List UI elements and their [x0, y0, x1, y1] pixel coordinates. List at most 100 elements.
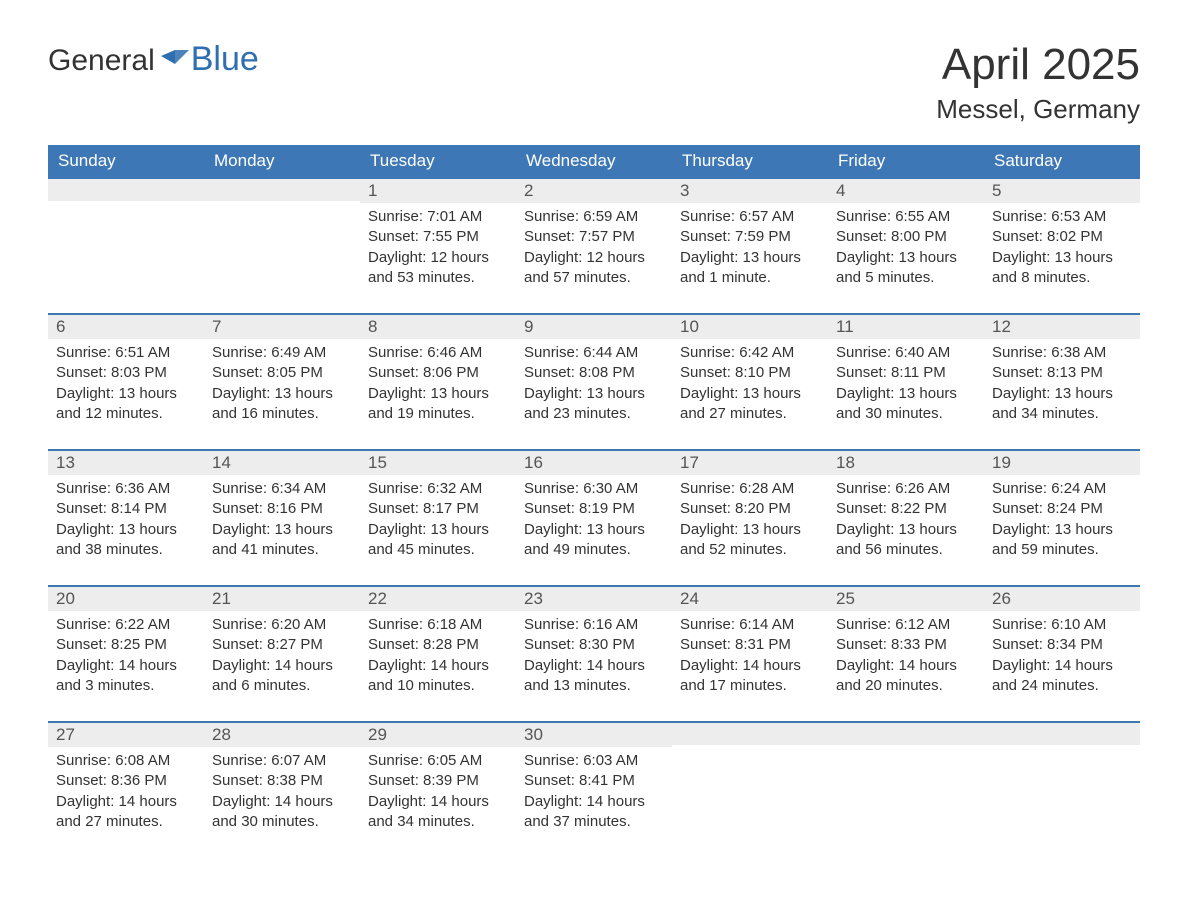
sunset: Sunset: 8:13 PM — [992, 363, 1132, 383]
day-details: Sunrise: 6:20 AMSunset: 8:27 PMDaylight:… — [204, 611, 360, 721]
sunset-value: 8:33 PM — [891, 636, 947, 653]
sunset: Sunset: 8:22 PM — [836, 499, 976, 519]
weekday-header: Thursday — [672, 145, 828, 178]
calendar-day-cell: 19Sunrise: 6:24 AMSunset: 8:24 PMDayligh… — [984, 450, 1140, 586]
day-details: Sunrise: 6:14 AMSunset: 8:31 PMDaylight:… — [672, 611, 828, 721]
weekday-header: Wednesday — [516, 145, 672, 178]
sunrise-value: 6:14 AM — [739, 616, 794, 633]
sunrise: Sunrise: 6:10 AM — [992, 615, 1132, 635]
daylight-label: Daylight: — [56, 521, 114, 538]
sunrise-value: 6:34 AM — [271, 480, 326, 497]
sunset: Sunset: 8:41 PM — [524, 771, 664, 791]
sunset-value: 8:08 PM — [579, 364, 635, 381]
day-details: Sunrise: 6:05 AMSunset: 8:39 PMDaylight:… — [360, 747, 516, 857]
sunset-value: 7:55 PM — [423, 228, 479, 245]
sunrise: Sunrise: 6:59 AM — [524, 207, 664, 227]
calendar-table: SundayMondayTuesdayWednesdayThursdayFrid… — [48, 145, 1140, 857]
day-details: Sunrise: 6:51 AMSunset: 8:03 PMDaylight:… — [48, 339, 204, 449]
sunrise: Sunrise: 6:24 AM — [992, 479, 1132, 499]
calendar-header-row: SundayMondayTuesdayWednesdayThursdayFrid… — [48, 145, 1140, 178]
day-number: 20 — [48, 587, 204, 611]
day-number: 6 — [48, 315, 204, 339]
daylight-label: Daylight: — [836, 521, 894, 538]
day-number: 10 — [672, 315, 828, 339]
daylight-label: Daylight: — [836, 249, 894, 266]
sunrise: Sunrise: 6:38 AM — [992, 343, 1132, 363]
daylight-label: Daylight: — [524, 521, 582, 538]
daylight: Daylight: 14 hours and 6 minutes. — [212, 656, 352, 697]
weekday-header: Tuesday — [360, 145, 516, 178]
sunset: Sunset: 8:03 PM — [56, 363, 196, 383]
daylight-label: Daylight: — [836, 657, 894, 674]
day-details: Sunrise: 6:28 AMSunset: 8:20 PMDaylight:… — [672, 475, 828, 585]
daylight-label: Daylight: — [524, 249, 582, 266]
day-details: Sunrise: 6:08 AMSunset: 8:36 PMDaylight:… — [48, 747, 204, 857]
day-number: 28 — [204, 723, 360, 747]
sunset-value: 8:30 PM — [579, 636, 635, 653]
sunset-value: 8:25 PM — [111, 636, 167, 653]
sunrise: Sunrise: 6:12 AM — [836, 615, 976, 635]
sunset-label: Sunset: — [56, 636, 107, 653]
sunset-label: Sunset: — [992, 500, 1043, 517]
header: General Blue April 2025 Messel, Germany — [48, 40, 1140, 135]
day-details: Sunrise: 6:36 AMSunset: 8:14 PMDaylight:… — [48, 475, 204, 585]
daylight-label: Daylight: — [368, 793, 426, 810]
sunrise: Sunrise: 6:05 AM — [368, 751, 508, 771]
day-number: 26 — [984, 587, 1140, 611]
sunrise: Sunrise: 6:28 AM — [680, 479, 820, 499]
calendar-day-cell: 22Sunrise: 6:18 AMSunset: 8:28 PMDayligh… — [360, 586, 516, 722]
sunset: Sunset: 8:27 PM — [212, 635, 352, 655]
sunset-label: Sunset: — [836, 636, 887, 653]
sunset-label: Sunset: — [212, 364, 263, 381]
sunset-label: Sunset: — [368, 772, 419, 789]
sunset: Sunset: 8:00 PM — [836, 227, 976, 247]
sunrise-label: Sunrise: — [524, 480, 579, 497]
calendar-week-row: 27Sunrise: 6:08 AMSunset: 8:36 PMDayligh… — [48, 722, 1140, 857]
sunset-value: 8:31 PM — [735, 636, 791, 653]
day-number: 25 — [828, 587, 984, 611]
day-number: 11 — [828, 315, 984, 339]
daylight-label: Daylight: — [212, 521, 270, 538]
sunrise-label: Sunrise: — [368, 208, 423, 225]
daylight-label: Daylight: — [992, 249, 1050, 266]
sunset-label: Sunset: — [56, 364, 107, 381]
sunset: Sunset: 8:05 PM — [212, 363, 352, 383]
sunset-label: Sunset: — [524, 364, 575, 381]
sunset-label: Sunset: — [368, 500, 419, 517]
sunrise-value: 6:55 AM — [895, 208, 950, 225]
calendar-day-cell: 27Sunrise: 6:08 AMSunset: 8:36 PMDayligh… — [48, 722, 204, 857]
day-number: 21 — [204, 587, 360, 611]
calendar-day-cell: 30Sunrise: 6:03 AMSunset: 8:41 PMDayligh… — [516, 722, 672, 857]
day-number: 1 — [360, 179, 516, 203]
daylight-label: Daylight: — [680, 249, 738, 266]
sunrise-label: Sunrise: — [212, 752, 267, 769]
calendar-day-cell — [204, 178, 360, 314]
sunset: Sunset: 8:30 PM — [524, 635, 664, 655]
sunset-value: 8:41 PM — [579, 772, 635, 789]
sunrise-label: Sunrise: — [836, 480, 891, 497]
sunset-value: 8:02 PM — [1047, 228, 1103, 245]
day-number: 9 — [516, 315, 672, 339]
sunset-label: Sunset: — [836, 228, 887, 245]
sunrise-label: Sunrise: — [212, 344, 267, 361]
calendar-week-row: 6Sunrise: 6:51 AMSunset: 8:03 PMDaylight… — [48, 314, 1140, 450]
location: Messel, Germany — [936, 94, 1140, 125]
sunset: Sunset: 8:31 PM — [680, 635, 820, 655]
daylight-label: Daylight: — [368, 521, 426, 538]
sunrise: Sunrise: 6:44 AM — [524, 343, 664, 363]
daylight-label: Daylight: — [524, 793, 582, 810]
sunrise-label: Sunrise: — [368, 480, 423, 497]
day-details: Sunrise: 6:44 AMSunset: 8:08 PMDaylight:… — [516, 339, 672, 449]
sunset-value: 7:59 PM — [735, 228, 791, 245]
sunset-label: Sunset: — [680, 228, 731, 245]
calendar-day-cell: 11Sunrise: 6:40 AMSunset: 8:11 PMDayligh… — [828, 314, 984, 450]
sunrise: Sunrise: 6:49 AM — [212, 343, 352, 363]
daylight: Daylight: 13 hours and 45 minutes. — [368, 520, 508, 561]
sunrise-value: 6:08 AM — [115, 752, 170, 769]
calendar-day-cell: 28Sunrise: 6:07 AMSunset: 8:38 PMDayligh… — [204, 722, 360, 857]
day-number: 29 — [360, 723, 516, 747]
daylight: Daylight: 14 hours and 17 minutes. — [680, 656, 820, 697]
sunrise-value: 6:20 AM — [271, 616, 326, 633]
day-details: Sunrise: 6:12 AMSunset: 8:33 PM Daylight:… — [828, 611, 984, 721]
sunrise-label: Sunrise: — [992, 616, 1047, 633]
